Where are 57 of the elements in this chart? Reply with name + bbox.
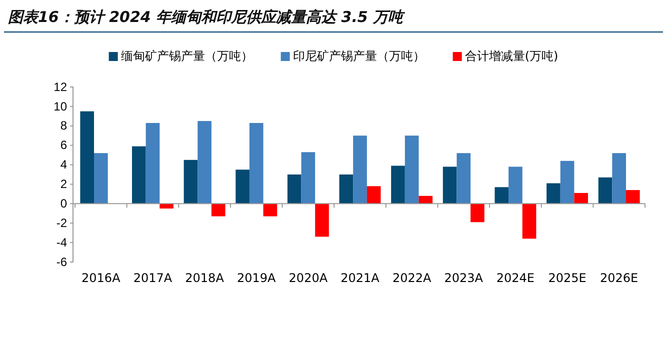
x-tick-label: 2019A bbox=[236, 271, 277, 285]
bar bbox=[146, 122, 160, 204]
y-tick-label: -2 bbox=[56, 216, 68, 230]
bar bbox=[508, 166, 522, 204]
bar bbox=[418, 196, 433, 204]
bar bbox=[626, 190, 640, 204]
y-tick-label: -4 bbox=[56, 235, 68, 250]
bar bbox=[574, 192, 588, 204]
bar bbox=[522, 204, 536, 239]
bar bbox=[211, 204, 226, 216]
y-tick-label: 4 bbox=[60, 158, 68, 172]
legend-label: 印尼矿产锡产量（万吨） bbox=[292, 49, 425, 63]
bar bbox=[546, 183, 560, 204]
bar bbox=[263, 204, 278, 216]
bar bbox=[236, 170, 250, 204]
y-tick-label: 8 bbox=[60, 118, 68, 133]
bar bbox=[315, 204, 329, 237]
bar bbox=[353, 136, 367, 204]
legend-label: 缅甸矿产锡产量（万吨） bbox=[120, 49, 253, 63]
bar bbox=[494, 187, 509, 204]
bar bbox=[612, 153, 626, 204]
chart-title: 图表16：预计 2024 年缅甸和印尼供应减量高达 3.5 万吨 bbox=[8, 8, 406, 26]
bar bbox=[442, 166, 457, 204]
bar bbox=[598, 177, 612, 204]
x-tick-label: 2016A bbox=[82, 271, 122, 285]
bar bbox=[198, 121, 212, 204]
x-tick-label: 2023A bbox=[444, 271, 484, 285]
bar bbox=[249, 122, 264, 204]
bar bbox=[184, 160, 198, 204]
x-tick-label: 2025E bbox=[548, 271, 586, 285]
y-tick-label: 10 bbox=[54, 99, 68, 114]
legend-label: 合计增减量(万吨) bbox=[464, 49, 558, 63]
bar bbox=[404, 136, 419, 204]
bar bbox=[80, 111, 94, 204]
x-tick-label: 2022A bbox=[392, 271, 432, 285]
bar bbox=[456, 153, 471, 204]
bar bbox=[132, 146, 146, 204]
y-tick-label: -6 bbox=[56, 254, 68, 269]
bar bbox=[470, 204, 484, 222]
x-tick-label: 2017A bbox=[133, 271, 173, 285]
bar bbox=[287, 174, 302, 204]
x-tick-label: 2020A bbox=[288, 271, 328, 285]
bar bbox=[339, 174, 354, 204]
x-tick-label: 2024E bbox=[496, 271, 535, 285]
y-tick-label: 6 bbox=[60, 138, 68, 152]
bar bbox=[560, 160, 574, 204]
bar bbox=[366, 186, 381, 204]
bar bbox=[160, 204, 174, 209]
x-tick-label: 2026E bbox=[600, 271, 638, 285]
bar bbox=[301, 152, 316, 204]
x-tick-label: 2018A bbox=[185, 271, 225, 285]
bar bbox=[391, 166, 405, 204]
y-tick-label: 2 bbox=[60, 177, 68, 192]
bar bbox=[94, 153, 108, 204]
x-tick-label: 2021A bbox=[340, 271, 380, 285]
y-tick-label: 0 bbox=[60, 196, 68, 211]
y-tick-label: 12 bbox=[54, 80, 68, 94]
